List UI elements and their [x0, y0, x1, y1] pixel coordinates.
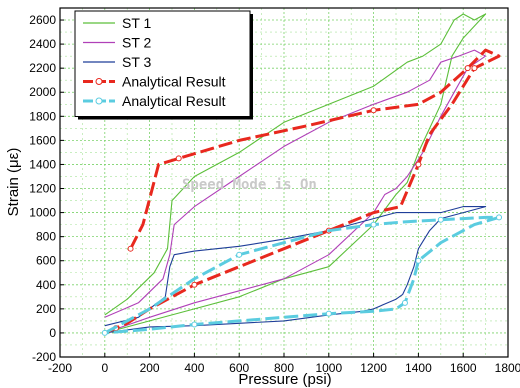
- legend-label-0: ST 1: [122, 15, 152, 31]
- series-line-0: [104, 13, 487, 334]
- y-tick-label: 2000: [29, 85, 56, 99]
- watermark-text: Speed Mode is On: [182, 177, 317, 193]
- legend-box: [74, 10, 251, 117]
- series-marker-3: [464, 65, 471, 72]
- y-tick-label: 0: [49, 326, 56, 340]
- legend-marker-4: [95, 97, 103, 105]
- y-tick-label: 1600: [29, 133, 56, 147]
- y-tick-label: 2200: [29, 61, 56, 75]
- series-marker-3: [191, 281, 198, 288]
- series-marker-3: [127, 245, 134, 252]
- legend-marker-3: [95, 78, 103, 85]
- legend: ST 1 ST 2 ST 3 Analytical Result Analytical …: [74, 10, 253, 120]
- y-tick-label: 1000: [29, 206, 56, 220]
- series-marker-4: [401, 299, 408, 306]
- y-tick-label: -200: [32, 350, 56, 364]
- x-tick-label: 800: [274, 361, 294, 375]
- series-marker-4: [236, 251, 243, 258]
- x-axis-title: Pressure (psi): [238, 371, 331, 388]
- y-tick-label: 1800: [29, 109, 56, 123]
- series-group: [101, 13, 503, 336]
- grid: [59, 8, 509, 358]
- legend-label-2: ST 3: [122, 54, 152, 70]
- y-tick-label: 2600: [29, 13, 56, 27]
- series-line-4: [104, 215, 501, 335]
- y-tick-label: 1200: [29, 182, 56, 196]
- x-tick-label: 1200: [360, 361, 387, 375]
- series-marker-4: [370, 221, 377, 228]
- x-tick-label: 1400: [405, 361, 432, 375]
- series-marker-3: [471, 65, 478, 72]
- series-marker-4: [496, 214, 503, 221]
- series-line-3: [104, 48, 501, 335]
- x-tick-label: 200: [140, 361, 160, 375]
- legend-label-4: Analytical Result: [122, 93, 226, 109]
- legend-label-3: Analytical Result: [122, 74, 226, 90]
- series-line-2: [104, 206, 487, 334]
- legend-label-1: ST 2: [122, 35, 152, 51]
- y-tick-label: 1400: [29, 157, 56, 171]
- y-tick-label: 600: [36, 254, 56, 268]
- series-marker-4: [437, 216, 444, 223]
- x-tick-label: -200: [48, 361, 72, 375]
- y-tick-label: 400: [36, 278, 56, 292]
- plot-frame: [59, 7, 509, 358]
- ticks: -200 0 200 400 600 800 1000 1200 1400 1600 1800 -20…: [29, 13, 520, 375]
- x-tick-label: 1000: [315, 361, 342, 375]
- y-tick-label: 2400: [29, 37, 56, 51]
- series-marker-3: [370, 107, 377, 114]
- series-marker-4: [191, 321, 198, 328]
- x-tick-label: 600: [229, 361, 249, 375]
- series-marker-3: [415, 161, 422, 168]
- series-marker-3: [175, 155, 182, 162]
- x-tick-label: 1600: [450, 361, 477, 375]
- series-marker-4: [325, 310, 332, 317]
- series-marker-4: [101, 329, 108, 336]
- x-tick-label: 1800: [495, 361, 520, 375]
- y-tick-label: 800: [36, 230, 56, 244]
- series-marker-4: [415, 257, 422, 264]
- y-tick-label: 200: [36, 302, 56, 316]
- y-axis-title: Strain (με): [5, 148, 22, 217]
- x-tick-label: 400: [184, 361, 204, 375]
- x-tick-label: 0: [101, 361, 108, 375]
- series-line-1: [104, 49, 487, 334]
